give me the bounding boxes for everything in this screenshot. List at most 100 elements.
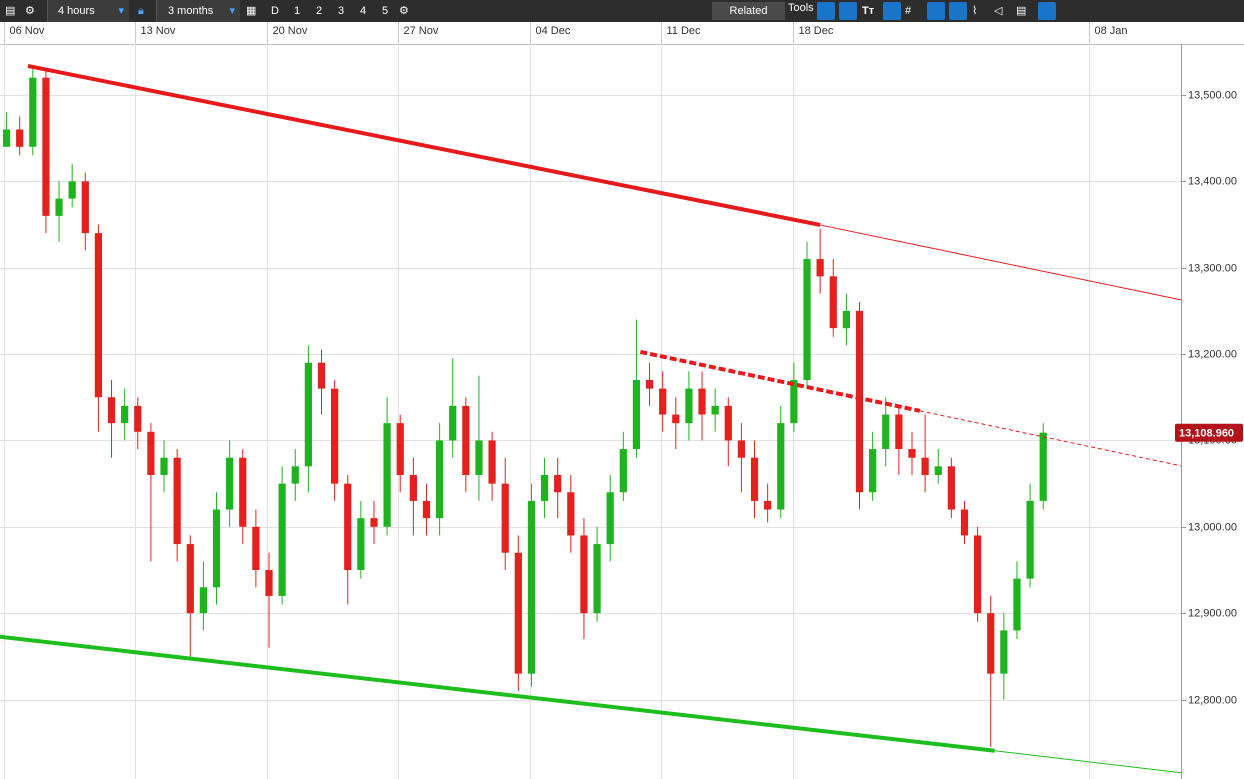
candle-body [331,388,339,484]
tool-icon[interactable] [1038,2,1056,20]
x-tick-label: 11 Dec [667,25,702,37]
chart: 06 Nov 13 Nov 20 Nov 27 Nov 04 Dec 11 Dec 18 D… [0,22,1244,779]
y-tick-label: 13,200.00 [1188,348,1237,360]
x-tick-label: 20 Nov [273,25,308,37]
x-tick-label: 18 Dec [799,25,834,37]
lock-icon[interactable]: 🔒︎ [138,5,144,17]
related-button[interactable]: Related [712,2,785,20]
candle-body [659,388,667,415]
candle-body [81,181,89,234]
candle-body [737,440,746,458]
y-tick-label: 12,800.00 [1188,694,1237,706]
menu-icon[interactable]: ▤ [5,5,16,17]
candle-body [724,405,732,441]
tool-icon[interactable] [817,2,835,20]
candle-body [672,414,680,424]
tool-icon[interactable]: ◁ [994,5,1003,17]
candle-body [645,379,654,389]
candle-body [606,492,614,545]
caret: ▾ [118,5,124,17]
tool-icon[interactable]: ⌇ [972,5,978,17]
period-button[interactable]: 3 [337,5,345,17]
tool-icon[interactable] [883,2,901,20]
candle-body [383,423,391,527]
candle-body [632,379,641,450]
period-button[interactable]: 4 [359,5,367,17]
candle-body [1013,578,1021,631]
period-button[interactable]: 1 [293,5,301,17]
candle-body [501,483,509,553]
candle-body [567,492,575,536]
settings-icon[interactable]: ⚙ [25,5,35,17]
candle-body [475,440,483,475]
candle-body [855,310,864,493]
candle-body [1000,630,1008,674]
candle-body [829,276,837,329]
candle-body [2,129,11,147]
candle-body [449,405,457,441]
candle-body [134,405,142,432]
interval-text: 4 hours [58,5,95,17]
candle-body [882,414,890,450]
toolbar: ▤ ⚙ 4 hours ▾ 🔒︎ 3 months ▾ ▦ D 1 2 3 4 5 ⚙ Rel… [0,0,1244,22]
settings-icon[interactable]: ⚙ [399,5,409,17]
grid [0,44,1181,779]
candle-body [934,466,942,475]
candle-body [921,457,929,475]
interval-select[interactable]: 4 hours ▾ [47,0,129,22]
candle-body [895,414,903,450]
candle-body [1026,500,1034,579]
tool-icon[interactable] [839,2,857,20]
candle-body [147,431,155,475]
tool-icon[interactable]: Tт [862,5,875,17]
y-tick-label: 12,900.00 [1188,607,1237,619]
candle-body [960,509,969,536]
tool-icon[interactable]: ▤ [1016,5,1027,17]
candle-body [370,518,378,527]
candle-body [711,405,719,415]
range-select[interactable]: 3 months ▾ [156,0,240,22]
x-tick-label: 04 Dec [536,25,571,37]
trendline-extension [820,224,1182,301]
candle-body [842,310,850,329]
trendline-extension [919,410,1182,467]
candle-body [698,388,706,415]
candle-body [226,457,234,510]
candle-body [278,483,286,596]
candle-body [685,388,693,424]
candle-body [593,544,601,614]
candle-body [396,423,404,475]
calendar-icon[interactable]: ▦ [246,5,257,17]
candle-body [186,544,194,614]
candle-body [1039,432,1047,501]
candle-body [750,457,759,501]
trendline [0,634,995,753]
candle-body [987,613,995,674]
candle-body [580,535,588,614]
candle-body [908,449,916,458]
period-button[interactable]: 5 [381,5,389,17]
tool-icon[interactable] [927,2,945,20]
candle-body [107,397,116,424]
trendline [27,63,821,227]
candle-body [514,552,522,674]
tool-icon[interactable] [949,2,967,20]
period-button[interactable]: 2 [315,5,323,17]
period-buttons: D 1 2 3 4 5 [265,0,397,22]
last-price-marker [1175,423,1243,442]
candle-body [42,77,50,216]
candle-body [252,526,260,570]
candle-body [317,362,326,389]
y-tick-label: 13,500.00 [1188,89,1237,101]
candle-body [16,129,24,147]
period-button[interactable]: D [271,5,279,17]
range-text: 3 months [168,5,214,17]
candle-body [344,483,352,570]
tool-icon[interactable]: # [905,5,912,17]
x-tick-label: 27 Nov [404,25,439,37]
tools-label: Tools [788,2,814,14]
candle-body [540,474,549,501]
candle-body [265,569,273,596]
candle-body [173,457,181,545]
candle-body [121,405,129,424]
